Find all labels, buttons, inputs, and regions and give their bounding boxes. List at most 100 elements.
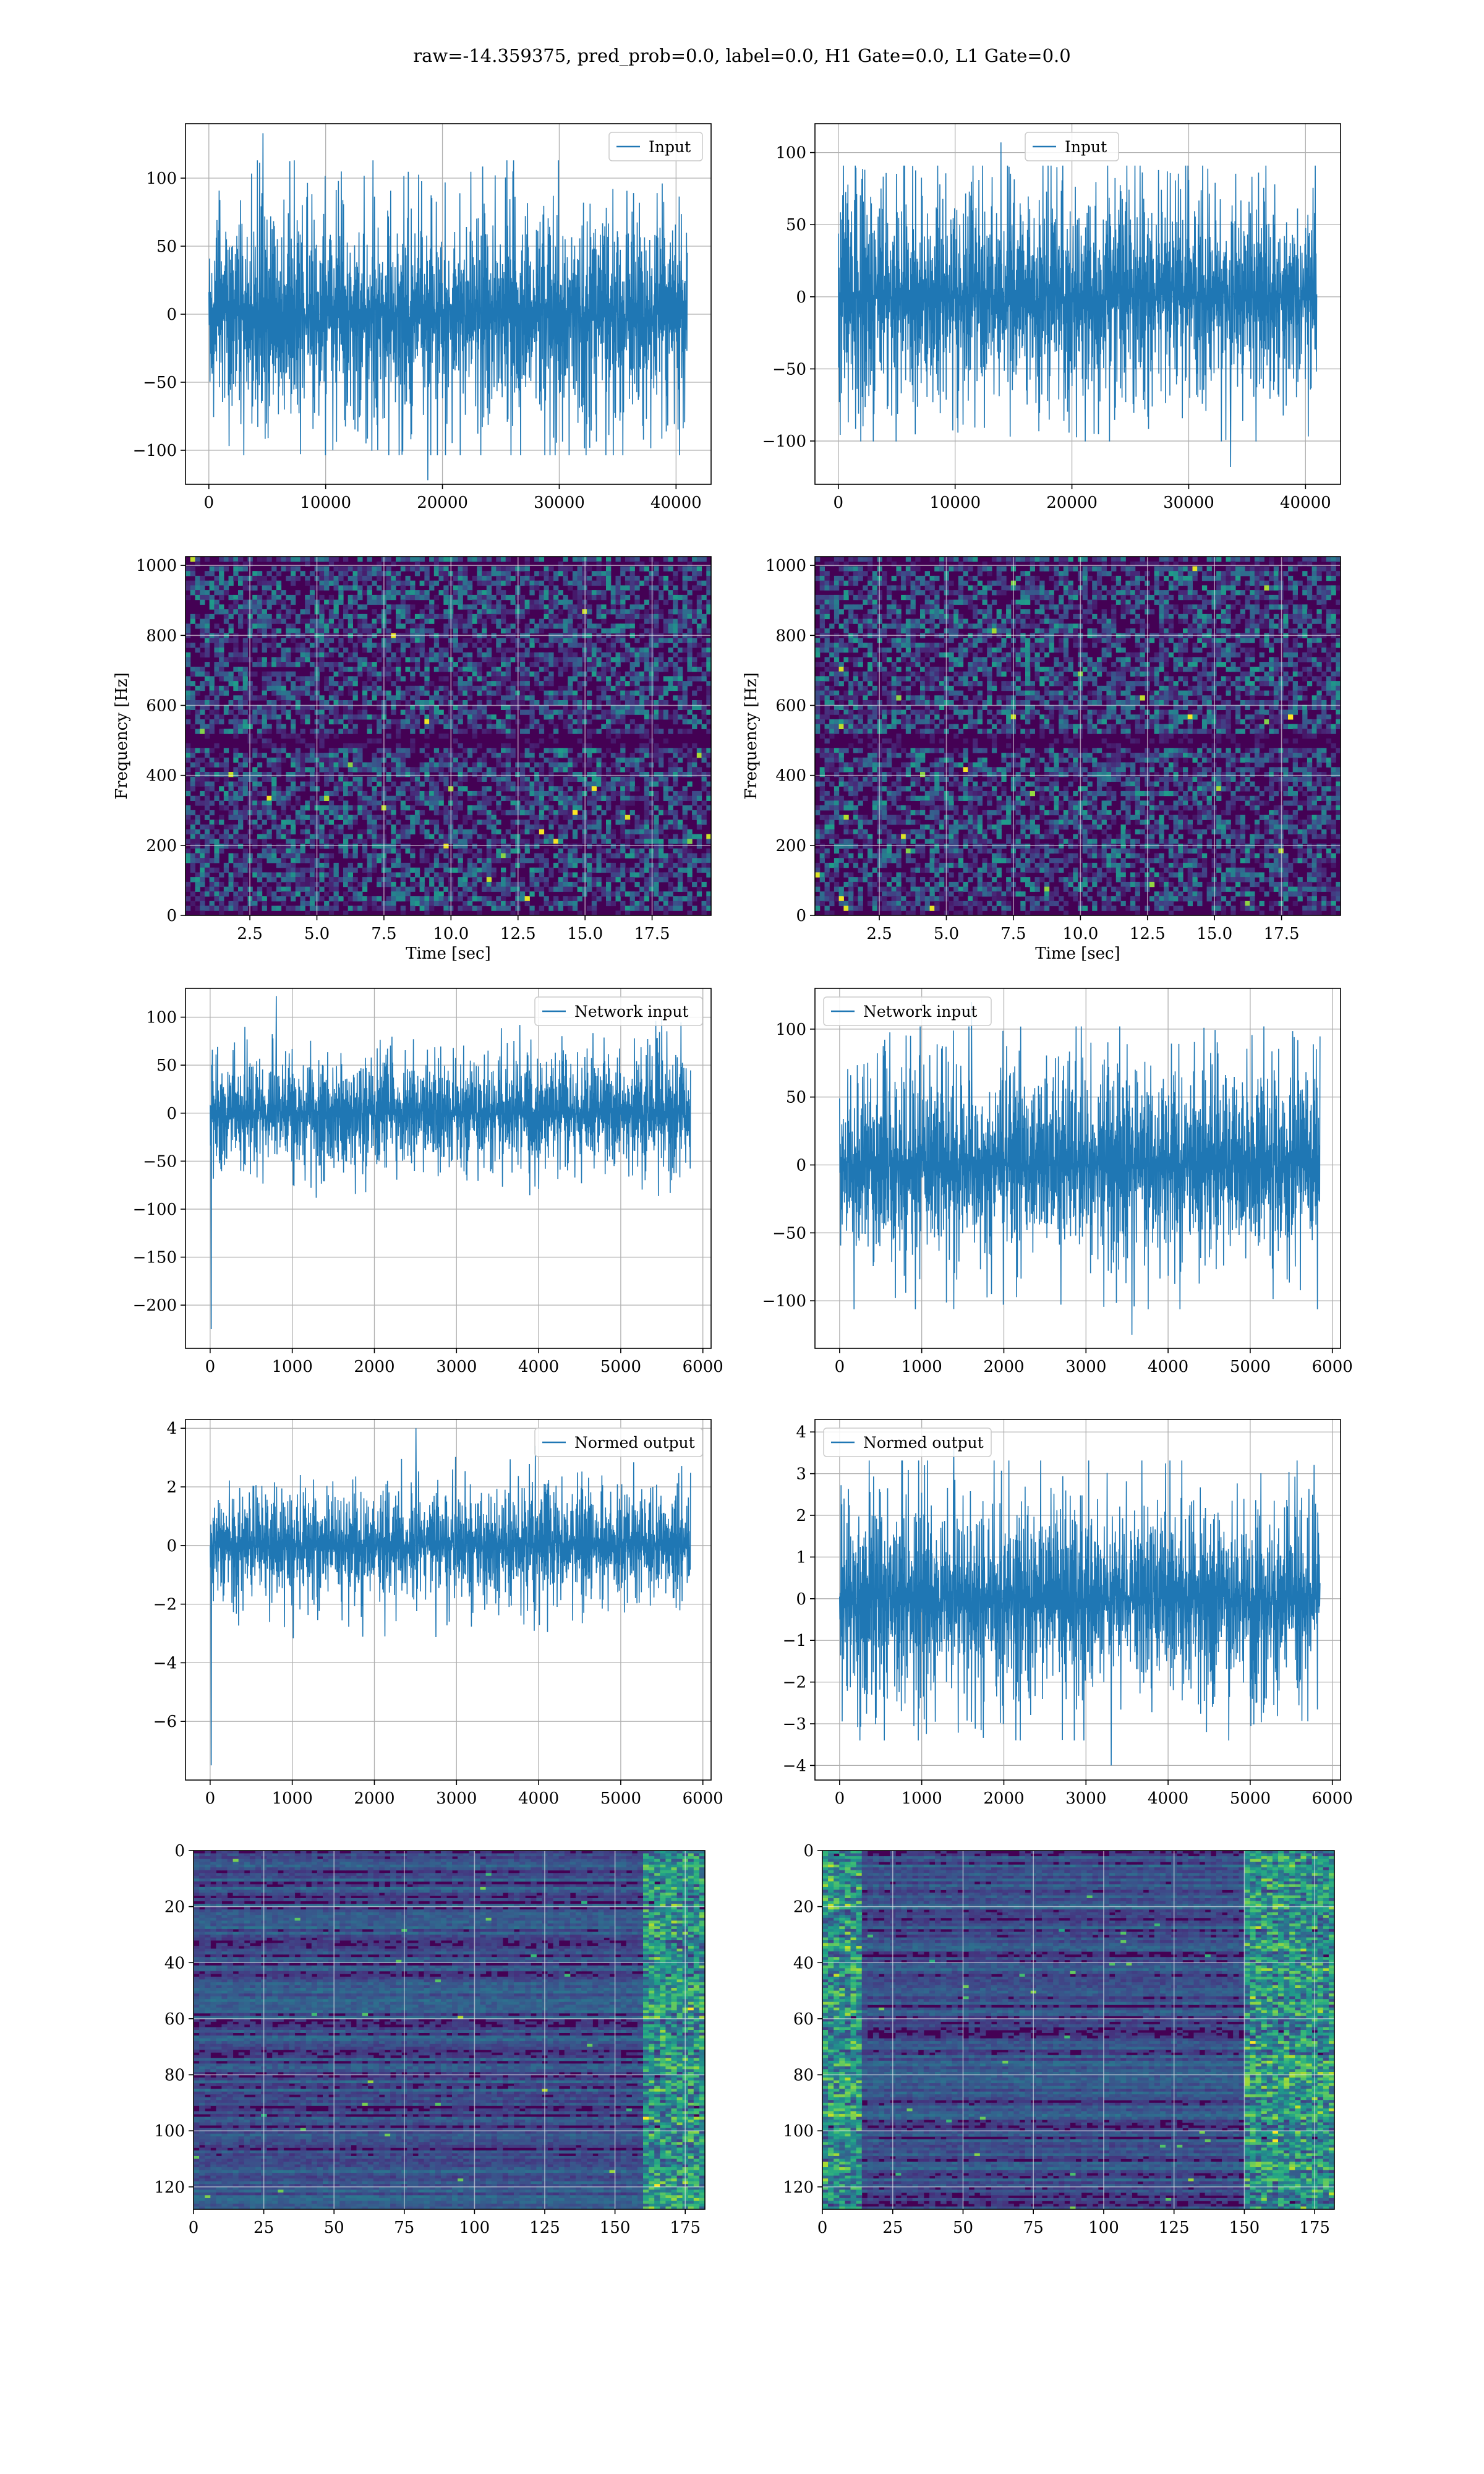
heatmap-cell (534, 795, 540, 801)
heatmap-cell (338, 714, 344, 720)
heatmap-cell (223, 795, 229, 801)
heatmap-cell (429, 834, 435, 839)
heatmap-cell (291, 862, 296, 868)
heatmap-cell (596, 862, 602, 868)
heatmap-cell (596, 853, 602, 858)
heatmap-cell (553, 700, 559, 706)
heatmap-cell (519, 891, 526, 897)
heatmap-cell (319, 709, 325, 715)
heatmap-cell (610, 585, 616, 591)
heatmap-cell (668, 772, 673, 777)
heatmap-cell (433, 571, 440, 576)
heatmap-cell (338, 638, 344, 643)
heatmap-cell (424, 671, 430, 677)
heatmap-cell (300, 652, 305, 657)
heatmap-cell (687, 561, 693, 567)
heatmap-cell (659, 709, 664, 715)
heatmap-cell (400, 867, 406, 873)
heatmap-cell (372, 571, 377, 576)
heatmap-cell (276, 657, 282, 662)
heatmap-cell (629, 848, 635, 854)
heatmap-cell (654, 628, 659, 634)
heatmap-cell (496, 881, 501, 888)
heatmap-cell (338, 719, 344, 725)
heatmap-cell (200, 800, 205, 806)
heatmap-cell (419, 643, 425, 648)
heatmap-cell (668, 867, 673, 873)
heatmap-cell (362, 590, 368, 596)
heatmap-cell (190, 748, 195, 753)
heatmap-cell (553, 853, 559, 858)
heatmap-cell (262, 590, 267, 596)
heatmap-cell (659, 638, 664, 643)
heatmap-cell (309, 820, 315, 825)
heatmap-cell (472, 877, 477, 883)
heatmap-cell (186, 886, 191, 892)
heatmap-cell (200, 781, 205, 787)
heatmap-cell (238, 724, 244, 729)
heatmap-cell (673, 815, 678, 820)
heatmap-cell (463, 848, 468, 854)
heatmap-cell (649, 719, 654, 725)
heatmap-cell (467, 590, 473, 596)
heatmap-cell (654, 685, 659, 691)
heatmap-cell (620, 638, 626, 643)
heatmap-cell (654, 709, 659, 715)
heatmap-cell (209, 905, 215, 911)
heatmap-cell (223, 729, 229, 734)
heatmap-cell (477, 566, 482, 571)
heatmap-cell (591, 662, 597, 667)
heatmap-cell (362, 681, 368, 687)
heatmap-cell (486, 681, 492, 687)
heatmap-cell (463, 886, 468, 892)
heatmap-cell (333, 599, 339, 605)
heatmap-cell (357, 790, 363, 797)
heatmap-cell (219, 571, 224, 576)
heatmap-cell (276, 585, 282, 591)
heatmap-cell (572, 695, 578, 701)
heatmap-cell (615, 820, 621, 825)
heatmap-cell (352, 815, 358, 820)
heatmap-cell (443, 690, 449, 696)
heatmap-cell (319, 867, 325, 873)
heatmap-cell (362, 628, 368, 634)
heatmap-cell (615, 891, 621, 897)
heatmap-cell (209, 867, 215, 873)
heatmap-cell (572, 790, 578, 797)
heatmap-cell (214, 671, 220, 677)
heatmap-cell (291, 905, 296, 911)
heatmap-cell (324, 643, 330, 648)
heatmap-cell (548, 901, 554, 907)
heatmap-cell (352, 805, 358, 811)
heatmap-cell (324, 566, 330, 571)
heatmap-cell (276, 757, 282, 763)
heatmap-cell (692, 743, 697, 748)
heatmap-cell (496, 604, 501, 610)
heatmap-cell (591, 757, 597, 763)
heatmap-cell (472, 704, 477, 710)
heatmap-cell (692, 585, 697, 591)
heatmap-cell (305, 881, 310, 888)
heatmap-cell (486, 590, 492, 596)
heatmap-cell (610, 704, 616, 710)
heatmap-cell (673, 748, 678, 753)
heatmap-cell (281, 590, 286, 596)
heatmap-cell (453, 800, 458, 806)
heatmap-cell (433, 685, 440, 691)
heatmap-cell (309, 881, 315, 888)
heatmap-cell (438, 901, 444, 907)
heatmap-cell (477, 767, 482, 773)
heatmap-cell (291, 786, 296, 792)
heatmap-cell (352, 891, 358, 897)
heatmap-cell (463, 877, 468, 883)
heatmap-cell (352, 844, 358, 849)
heatmap-cell (577, 657, 582, 662)
heatmap-cell (644, 753, 650, 758)
heatmap-cell (190, 820, 195, 825)
heatmap-cell (524, 901, 530, 907)
heatmap-cell (639, 657, 645, 662)
heatmap-cell (324, 815, 330, 820)
heatmap-cell (587, 604, 592, 610)
heatmap-cell (267, 709, 272, 715)
